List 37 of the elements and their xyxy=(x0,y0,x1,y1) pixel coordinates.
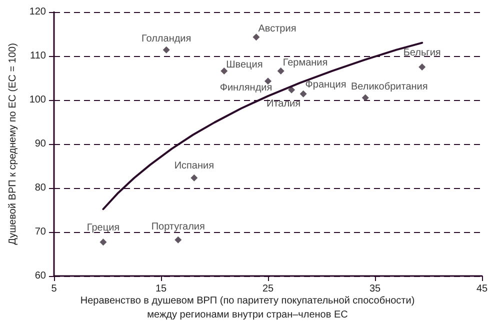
y-tick-label: 120 xyxy=(29,6,46,18)
point xyxy=(252,34,260,41)
point xyxy=(277,67,284,74)
x-tick-label: 15 xyxy=(155,284,167,294)
point xyxy=(174,236,182,244)
y-tick-label: 60 xyxy=(34,270,46,282)
annotation: Франция xyxy=(305,79,346,90)
annotation: Испания xyxy=(174,160,214,172)
annotation: Германия xyxy=(282,57,328,68)
x-axis-title: Неравенство в душевом ВРП (по паритету покупательной способности) между регионами внутри стран–членов ЕС xyxy=(80,296,415,320)
annotation: Великобритания xyxy=(350,81,428,92)
point xyxy=(100,238,107,246)
point xyxy=(362,94,369,102)
x-tick-label: 35 xyxy=(369,284,381,294)
annotation: Италия xyxy=(266,98,301,110)
annotation: Финляндия xyxy=(220,82,272,94)
x-tick-label: 5 xyxy=(51,284,58,294)
point xyxy=(162,46,170,54)
annotation: Португалия xyxy=(151,221,205,232)
y-tick-label: 110 xyxy=(30,50,46,62)
y-axis-title: Душевой ВРП к среднему по ЕС (ЕС = 100) xyxy=(8,43,18,245)
point xyxy=(288,86,296,94)
point xyxy=(300,90,307,98)
y-tick-label: 70 xyxy=(34,226,46,238)
x-tick-label: 45 xyxy=(476,284,488,294)
y-tick-label: 100 xyxy=(29,94,46,106)
x-tick-label: 25 xyxy=(262,284,274,294)
point xyxy=(220,67,228,74)
y-tick-label: 80 xyxy=(34,182,46,194)
annotation: Швеция xyxy=(226,59,263,70)
point xyxy=(190,174,198,182)
y-tick-label: 90 xyxy=(34,138,46,150)
point xyxy=(418,64,426,70)
annotation: Греция xyxy=(86,222,120,234)
annotation: Австрия xyxy=(258,24,296,35)
annotation: Голландия xyxy=(142,33,192,44)
annotation: Бельгия xyxy=(403,48,441,58)
